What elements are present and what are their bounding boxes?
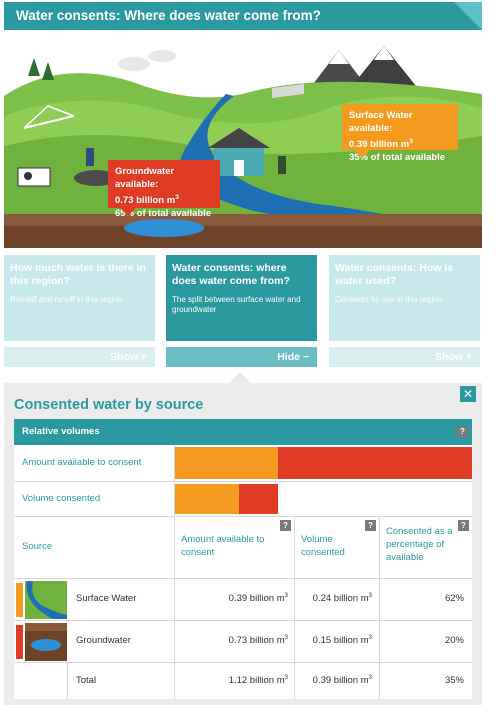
table-row: Surface Water 0.39 billion m3 0.24 billi… [14, 579, 472, 621]
groundwater-callout-value: 0.73 billion m3 [115, 194, 179, 207]
percentage-value: 35% [444, 675, 464, 686]
page-header: Water consents: Where does water come fr… [4, 2, 482, 30]
page-title: Water consents: Where does water come fr… [16, 8, 321, 23]
col-available: Amount available to consent ? [174, 517, 294, 578]
percentage-value: 20% [444, 635, 464, 646]
help-icon[interactable]: ? [458, 520, 469, 531]
relative-volumes-label: Relative volumes [22, 426, 100, 437]
help-icon[interactable]: ? [280, 520, 291, 531]
show-button-water-amount[interactable]: Show + [4, 347, 155, 367]
groundwater-callout: Groundwater available: 0.73 billion m3 6… [108, 160, 220, 219]
card-how-much-water[interactable]: How much water is there in this region? … [4, 255, 155, 341]
bar-row-available: Amount available to consent [14, 445, 472, 482]
card-water-consents-source[interactable]: Water consents: where does water come fr… [166, 255, 317, 341]
bar-label: Amount available to consent [22, 457, 142, 468]
cell-divider [67, 663, 68, 699]
card-subtitle: Consents by use in this region [335, 295, 443, 304]
groundwater-callout-title: Groundwater available: [115, 166, 175, 190]
surface-water-callout: Surface Water available: 0.39 billion m3… [342, 104, 458, 163]
help-icon[interactable]: ? [457, 426, 468, 437]
available-value: 0.73 billion m3 [228, 635, 288, 647]
landscape-illustration: Groundwater available: 0.73 billion m3 6… [4, 36, 482, 248]
consented-value: 0.15 billion m3 [312, 635, 372, 647]
cell-divider [379, 663, 380, 699]
groundwater-thumbnail [25, 623, 67, 661]
consent-table: Relative volumes ? Amount available to c… [14, 419, 472, 699]
cell-divider [379, 621, 380, 662]
card-title: How much water is there in this region? [10, 262, 146, 287]
available-value: 0.39 billion m3 [228, 593, 288, 605]
card-title: Water consents: How is water used? [335, 262, 454, 287]
bar-area [174, 482, 472, 516]
bar-area [174, 445, 472, 481]
relative-volumes-header: Relative volumes ? [14, 419, 472, 445]
bar-ground-available [278, 447, 472, 479]
cell-divider [294, 621, 295, 662]
surface-water-thumbnail [25, 581, 67, 619]
groundwater-callout-share: 65% of total available [115, 208, 212, 220]
surface-color-swatch [16, 583, 23, 617]
bar-ground-consented [238, 484, 279, 514]
card-subtitle: Rainfall and runoff in this region [10, 295, 123, 304]
col-consented: Volume consented ? [294, 517, 379, 578]
card-title: Water consents: where does water come fr… [172, 262, 290, 287]
col-header-source: Source [22, 541, 53, 552]
bar-row-consented: Volume consented [14, 482, 472, 517]
source-name: Total [76, 675, 97, 686]
source-name: Groundwater [76, 635, 131, 646]
surface-callout-share: 35% of total available [349, 152, 446, 164]
consented-value: 0.24 billion m3 [312, 593, 372, 605]
table-row-total: Total 1.12 billion m3 0.39 billion m3 35… [14, 663, 472, 699]
available-value: 1.12 billion m3 [228, 675, 288, 687]
consented-water-panel: Consented water by source ✕ Relative vol… [4, 383, 482, 705]
close-icon[interactable]: ✕ [460, 386, 476, 402]
help-icon[interactable]: ? [365, 520, 376, 531]
col-header-percentage: Consented as a percentage of available [386, 526, 453, 563]
source-name: Surface Water [76, 593, 137, 604]
panel-title: Consented water by source [14, 397, 204, 413]
consented-value: 0.39 billion m3 [312, 675, 372, 687]
cell-divider [294, 579, 295, 620]
col-header-consented: Volume consented [301, 534, 345, 558]
bar-surface-consented [175, 484, 239, 514]
ground-color-swatch [16, 625, 23, 659]
header-corner-decoration [454, 2, 482, 30]
col-percentage: Consented as a percentage of available ? [379, 517, 472, 578]
percentage-value: 62% [444, 593, 464, 604]
table-row: Groundwater 0.73 billion m3 0.15 billion… [14, 621, 472, 663]
bar-surface-available [175, 447, 279, 479]
cell-divider [174, 579, 175, 620]
surface-callout-value: 0.39 billion m3 [349, 138, 413, 151]
table-header-row: Source Amount available to consent ? Vol… [14, 517, 472, 579]
cell-divider [294, 663, 295, 699]
card-water-use[interactable]: Water consents: How is water used? Conse… [329, 255, 480, 341]
panel-pointer [228, 372, 252, 384]
cell-divider [174, 663, 175, 699]
cell-divider [174, 621, 175, 662]
surface-callout-title: Surface Water available: [349, 110, 413, 134]
hide-button-water-source[interactable]: Hide − [166, 347, 317, 367]
bar-label: Volume consented [22, 493, 101, 504]
card-subtitle: The split between surface water and grou… [172, 295, 301, 314]
col-header-available: Amount available to consent [181, 534, 265, 558]
cell-divider [379, 579, 380, 620]
show-button-water-use[interactable]: Show + [329, 347, 480, 367]
